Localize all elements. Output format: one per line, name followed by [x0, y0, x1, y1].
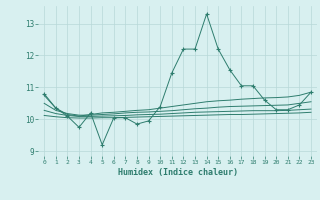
X-axis label: Humidex (Indice chaleur): Humidex (Indice chaleur) — [118, 168, 238, 177]
